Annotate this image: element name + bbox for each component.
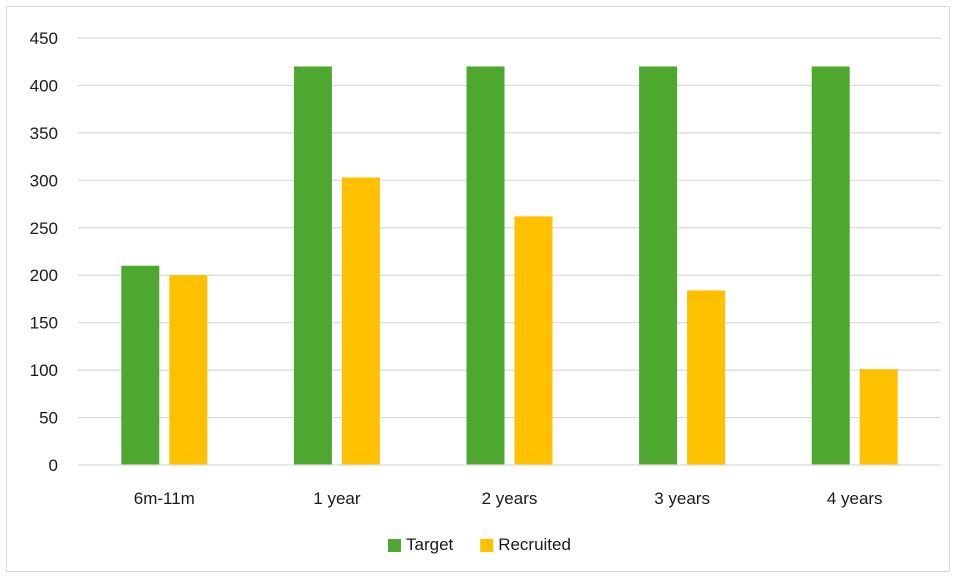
x-tick-label: 3 years [654, 489, 710, 508]
bars [121, 66, 898, 465]
bar-recruited-1 [341, 177, 380, 465]
legend-label-target: Target [406, 535, 454, 554]
y-tick-label: 150 [30, 314, 58, 333]
y-tick-label: 0 [49, 456, 58, 475]
y-tick-label: 450 [30, 29, 58, 48]
bar-target-2 [466, 66, 505, 465]
legend-label-recruited: Recruited [498, 535, 571, 554]
legend-swatch-target [388, 539, 401, 552]
y-tick-label: 400 [30, 76, 58, 95]
y-tick-label: 350 [30, 124, 58, 143]
x-tick-label: 4 years [827, 489, 883, 508]
bar-recruited-3 [687, 290, 726, 465]
bar-target-4 [811, 66, 850, 465]
bar-recruited-4 [859, 369, 898, 465]
gridlines [78, 37, 941, 419]
y-axis-ticks: 0 50 100 150 200 250 300 350 400 450 [30, 29, 58, 475]
x-tick-label: 1 year [313, 489, 361, 508]
legend-swatch-recruited [480, 539, 494, 552]
y-tick-label: 200 [30, 266, 58, 285]
y-tick-label: 300 [30, 171, 58, 190]
x-tick-label: 2 years [482, 489, 538, 508]
bar-target-0 [121, 265, 160, 465]
bar-recruited-0 [169, 275, 208, 465]
bar-target-3 [639, 66, 678, 465]
bar-target-1 [293, 66, 332, 465]
x-axis-ticks: 6m-11m 1 year 2 years 3 years 4 years [134, 489, 883, 508]
legend: Target Recruited [388, 535, 571, 554]
y-tick-label: 50 [39, 409, 58, 428]
y-tick-label: 100 [30, 361, 58, 380]
y-tick-label: 250 [30, 219, 58, 238]
bar-recruited-2 [514, 216, 553, 465]
x-tick-label: 6m-11m [134, 489, 195, 508]
